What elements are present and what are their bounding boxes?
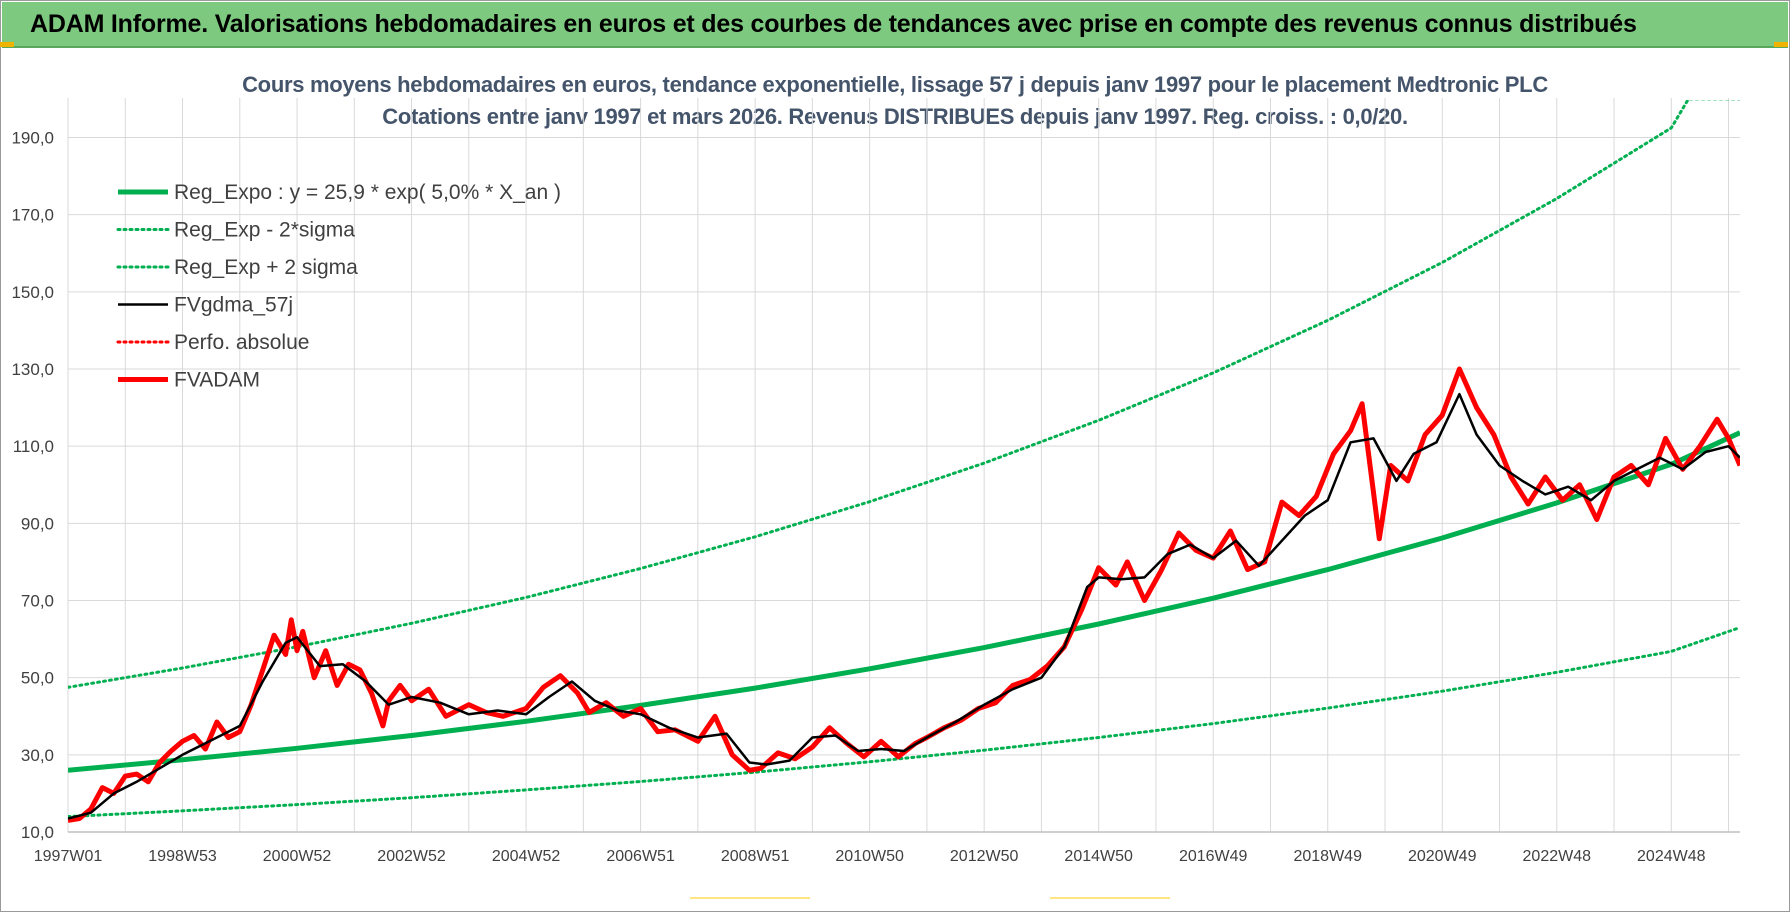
x-tick-label: 2012W50 <box>950 848 1019 865</box>
corner-accent-left <box>0 42 14 47</box>
legend-label: FVgdma_57j <box>174 294 293 317</box>
series-line-3 <box>68 392 1740 820</box>
header-banner: ADAM Informe. Valorisations hebdomadaire… <box>2 2 1788 48</box>
y-tick-label: 30,0 <box>21 746 54 765</box>
series-line-1 <box>68 626 1740 819</box>
series-line-5 <box>68 366 1740 823</box>
x-tick-label: 2000W52 <box>263 848 332 865</box>
x-tick-label: 2008W51 <box>721 848 790 865</box>
y-tick-label: 190,0 <box>11 129 54 148</box>
x-tick-label: 1998W53 <box>148 848 217 865</box>
bottom-accent <box>1050 897 1170 899</box>
x-tick-label: 2004W52 <box>492 848 561 865</box>
legend-label: FVADAM <box>174 369 260 392</box>
legend-label: Reg_Expo : y = 25,9 * exp( 5,0% * X_an ) <box>174 181 561 204</box>
y-tick-label: 110,0 <box>13 437 54 456</box>
x-tick-label: 2024W48 <box>1637 848 1706 865</box>
x-tick-label: 2020W49 <box>1408 848 1477 865</box>
page-title: ADAM Informe. Valorisations hebdomadaire… <box>30 10 1637 38</box>
corner-accent-right <box>1774 42 1788 47</box>
x-tick-label: 2022W48 <box>1523 848 1592 865</box>
y-tick-label: 150,0 <box>11 283 54 302</box>
chart-title: Cours moyens hebdomadaires en euros, ten… <box>242 72 1548 97</box>
series-line-0 <box>68 430 1740 773</box>
y-tick-label: 70,0 <box>21 592 54 611</box>
bottom-accent <box>690 897 810 899</box>
x-tick-label: 1997W01 <box>34 848 103 865</box>
legend-label: Reg_Exp + 2 sigma <box>174 256 358 279</box>
x-tick-label: 2014W50 <box>1064 848 1133 865</box>
x-tick-label: 2006W51 <box>606 848 675 865</box>
x-tick-label: 2018W49 <box>1293 848 1362 865</box>
legend-label: Reg_Exp - 2*sigma <box>174 219 355 242</box>
y-tick-label: 90,0 <box>21 514 54 533</box>
legend-label: Perfo. absolue <box>174 331 309 354</box>
x-tick-label: 2002W52 <box>377 848 446 865</box>
y-tick-label: 130,0 <box>11 360 54 379</box>
x-tick-label: 2010W50 <box>835 848 904 865</box>
series-line-2 <box>68 100 1740 689</box>
chart-subtitle: Cotations entre janv 1997 et mars 2026. … <box>382 104 1408 129</box>
y-tick-label: 50,0 <box>21 669 54 688</box>
y-tick-label: 10,0 <box>21 823 54 842</box>
y-tick-label: 170,0 <box>11 206 54 225</box>
x-tick-label: 2016W49 <box>1179 848 1248 865</box>
